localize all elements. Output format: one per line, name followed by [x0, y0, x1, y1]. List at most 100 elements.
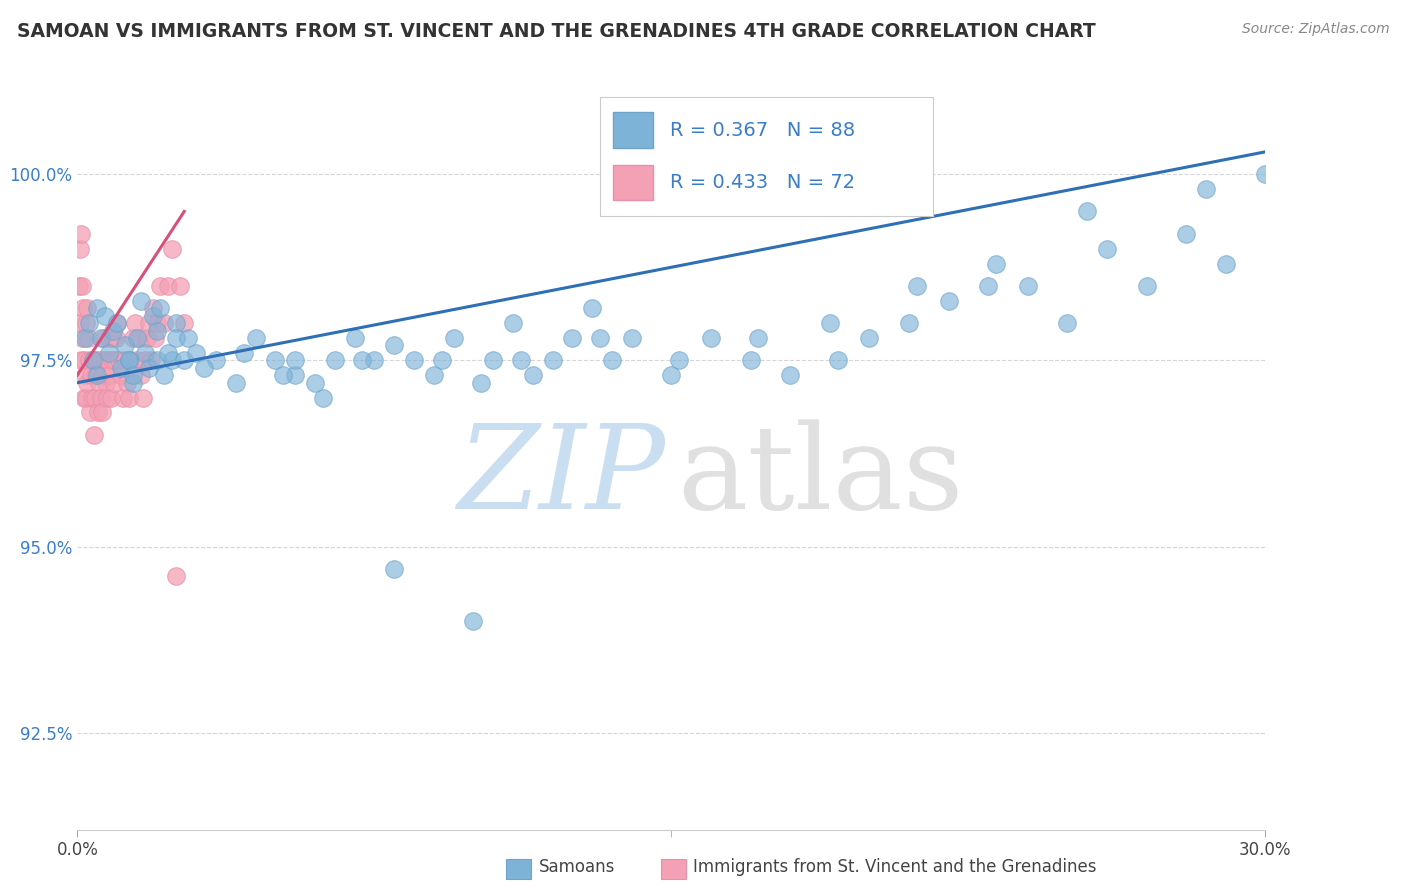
Point — [509, 353, 531, 368]
Point — [75, 316, 97, 330]
Point — [98, 368, 121, 383]
Text: ZIP: ZIP — [457, 419, 665, 534]
Point — [131, 391, 153, 405]
Point — [264, 353, 287, 368]
Text: Source: ZipAtlas.com: Source: ZipAtlas.com — [1241, 22, 1389, 37]
Point — [67, 278, 90, 293]
Point — [561, 331, 583, 345]
Point — [165, 316, 187, 330]
Point — [90, 331, 112, 345]
Point — [125, 353, 148, 368]
Point — [149, 301, 172, 316]
Point — [77, 316, 100, 330]
Point — [86, 353, 108, 368]
Point — [443, 331, 465, 345]
Point — [118, 391, 141, 405]
Point — [157, 346, 180, 360]
Point — [145, 316, 167, 330]
Point — [747, 331, 769, 345]
Point — [382, 562, 405, 576]
Point — [205, 353, 228, 368]
Point — [173, 316, 195, 330]
Point — [232, 346, 254, 360]
Point — [86, 368, 108, 383]
Point — [110, 368, 132, 383]
Point — [169, 278, 191, 293]
Point — [142, 301, 165, 316]
Point — [118, 353, 141, 368]
Point — [103, 376, 125, 390]
Point — [1056, 316, 1078, 330]
Point — [323, 353, 346, 368]
Point — [145, 353, 167, 368]
Point — [740, 353, 762, 368]
Point — [134, 346, 156, 360]
Point — [124, 316, 146, 330]
Point — [1076, 204, 1098, 219]
Point — [589, 331, 612, 345]
Point — [153, 368, 176, 383]
Point — [125, 331, 148, 345]
Point — [134, 353, 156, 368]
Point — [72, 278, 94, 293]
Point — [138, 316, 160, 330]
Point — [827, 353, 849, 368]
Point — [581, 301, 603, 316]
Text: Samoans: Samoans — [538, 858, 614, 876]
Point — [94, 309, 117, 323]
Point — [105, 331, 128, 345]
Point — [120, 353, 142, 368]
Point — [1195, 182, 1218, 196]
Point — [86, 301, 108, 316]
Point — [284, 368, 307, 383]
Point — [1136, 278, 1159, 293]
Point — [165, 569, 187, 583]
Point — [177, 331, 200, 345]
Text: atlas: atlas — [678, 419, 963, 534]
Point — [145, 324, 167, 338]
Point — [82, 353, 104, 368]
Point — [69, 242, 91, 256]
Point — [76, 301, 98, 316]
Point — [83, 427, 105, 442]
Point — [87, 376, 110, 390]
Point — [245, 331, 267, 345]
Point — [75, 368, 97, 383]
Point — [87, 405, 110, 419]
Point — [186, 346, 208, 360]
Point — [101, 331, 124, 345]
Point — [105, 316, 128, 330]
Point — [105, 316, 128, 330]
Point — [430, 353, 453, 368]
Point — [128, 331, 150, 345]
Point — [977, 278, 1000, 293]
Point — [72, 301, 94, 316]
Point — [110, 360, 132, 375]
Point — [135, 331, 157, 345]
Point — [94, 353, 117, 368]
Point — [94, 376, 117, 390]
Point — [98, 331, 121, 345]
Point — [541, 353, 564, 368]
Point — [225, 376, 247, 390]
Point — [668, 353, 690, 368]
Point — [173, 353, 195, 368]
Text: Immigrants from St. Vincent and the Grenadines: Immigrants from St. Vincent and the Gren… — [693, 858, 1097, 876]
Point — [1215, 256, 1237, 270]
Point — [779, 368, 801, 383]
Point — [91, 405, 114, 419]
Point — [97, 353, 120, 368]
Point — [304, 376, 326, 390]
Point — [162, 242, 184, 256]
Point — [905, 278, 928, 293]
Point — [600, 353, 623, 368]
Point — [522, 368, 544, 383]
Point — [938, 293, 960, 308]
Point — [352, 353, 374, 368]
Point — [114, 353, 136, 368]
Point — [165, 331, 187, 345]
Point — [77, 331, 100, 345]
Point — [157, 278, 180, 293]
Point — [139, 353, 162, 368]
Point — [312, 391, 335, 405]
